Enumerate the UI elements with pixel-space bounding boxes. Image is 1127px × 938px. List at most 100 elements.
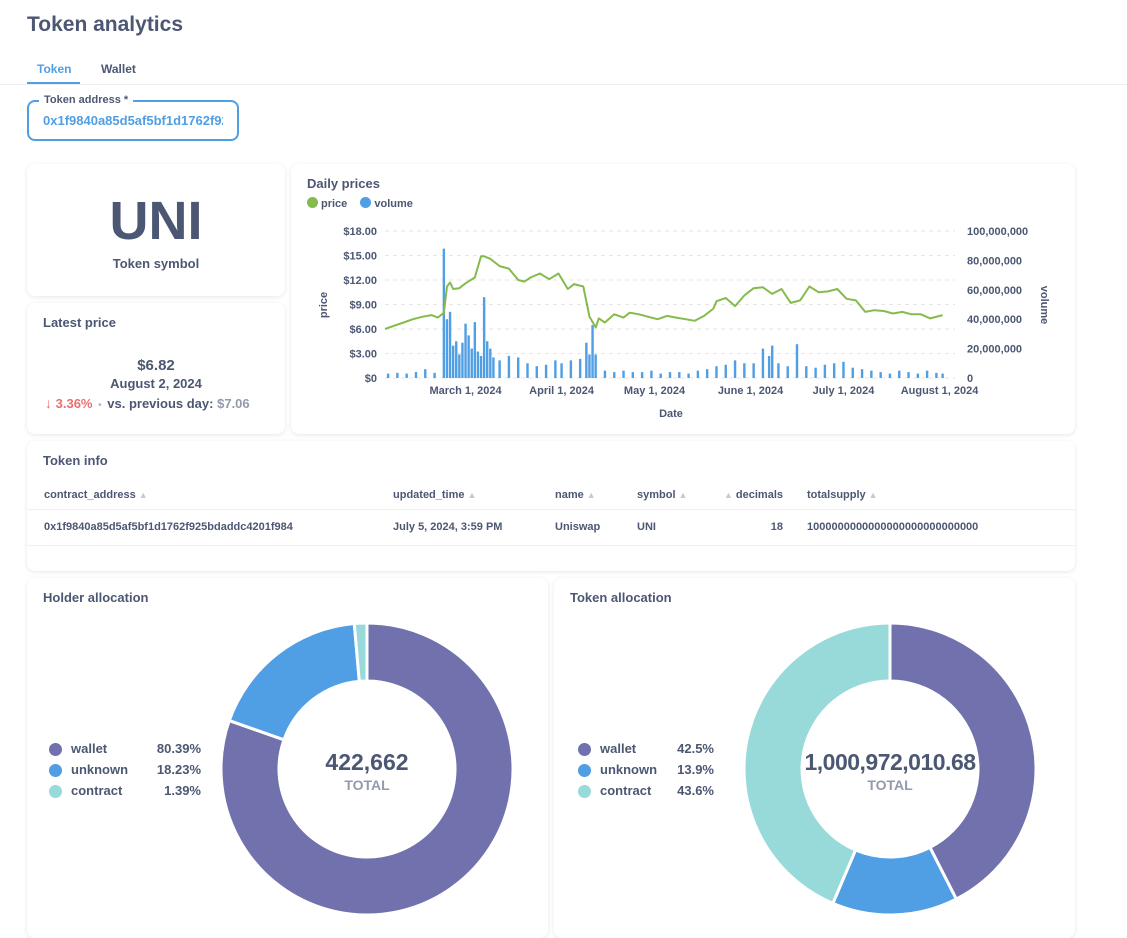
legend-item-contract[interactable]: contract 1.39% xyxy=(49,783,201,804)
volume-bar xyxy=(386,373,390,378)
tab-wallet[interactable]: Wallet xyxy=(101,62,136,76)
x-tick-label: June 1, 2024 xyxy=(718,385,784,397)
column-header-totalsupply[interactable]: totalsupply ▲ xyxy=(807,481,1075,510)
legend-item-unknown[interactable]: unknown 18.23% xyxy=(49,762,201,783)
column-header-contract-address[interactable]: contract_address ▲ xyxy=(27,481,393,510)
volume-bar xyxy=(842,361,845,378)
volume-bar xyxy=(486,341,489,378)
volume-bar xyxy=(941,373,944,378)
volume-bar xyxy=(603,370,607,378)
volume-bar xyxy=(752,363,755,378)
latest-price-date: August 2, 2024 xyxy=(110,376,202,391)
volume-bar xyxy=(879,372,882,378)
volume-bar xyxy=(851,367,854,378)
sort-caret-icon: ▲ xyxy=(868,489,878,500)
cell-totalsupply: 1000000000000000000000000000 xyxy=(807,509,1075,546)
volume-bar xyxy=(470,348,473,378)
y-left-tick-label: $18.00 xyxy=(343,226,377,238)
token-total-value: 1,000,972,010.68 xyxy=(804,749,976,775)
x-tick-label: July 1, 2024 xyxy=(813,385,876,397)
holder-allocation-legend: wallet 80.39% unknown 18.23% contract 1.39% xyxy=(49,741,201,804)
legend-item-wallet[interactable]: wallet 80.39% xyxy=(49,741,201,762)
volume-bar xyxy=(823,364,827,378)
volume-bar xyxy=(445,319,449,378)
volume-bar xyxy=(771,345,774,378)
volume-bar xyxy=(805,366,808,378)
legend-wallet-dot xyxy=(49,743,62,756)
sort-caret-icon: ▲ xyxy=(138,489,148,500)
active-tab-indicator xyxy=(27,82,80,84)
volume-bar xyxy=(492,357,495,378)
legend-item-unknown[interactable]: unknown 13.9% xyxy=(578,762,714,783)
volume-bar xyxy=(907,372,910,378)
volume-bar xyxy=(761,348,765,378)
donut-slice-wallet[interactable] xyxy=(888,621,1038,902)
volume-bar xyxy=(860,369,864,378)
holder-total-value: 422,662 xyxy=(325,749,409,775)
y-right-tick-label: 20,000,000 xyxy=(967,344,1022,356)
token-allocation-card: Token allocation wallet 42.5% unknown 13.9… xyxy=(554,578,1075,938)
sort-caret-icon: ▲ xyxy=(678,489,688,500)
latest-price-title: Latest price xyxy=(43,315,116,330)
volume-bar xyxy=(733,360,737,378)
token-address-field[interactable]: Token address * 0x1f9840a85d5af5bf1d1762… xyxy=(27,94,239,141)
vs-previous-label: vs. previous day: xyxy=(107,396,214,411)
volume-bar xyxy=(631,372,635,378)
volume-bar xyxy=(767,355,771,378)
volume-bar xyxy=(526,363,529,378)
legend-item-price[interactable]: price xyxy=(307,197,347,210)
volume-bar xyxy=(777,363,780,378)
volume-bar xyxy=(786,366,789,378)
legend-price-dot xyxy=(307,197,318,208)
volume-bar xyxy=(715,366,718,378)
volume-bar xyxy=(622,370,625,378)
token-address-input[interactable]: 0x1f9840a85d5af5bf1d1762f925bdaddc4201f9… xyxy=(43,113,223,128)
volume-bar xyxy=(489,348,492,378)
volume-bar xyxy=(814,367,817,378)
volume-bar xyxy=(414,372,418,378)
legend-volume-label: volume xyxy=(374,198,413,210)
volume-bar xyxy=(659,373,662,378)
cell-decimals: 18 xyxy=(712,509,807,546)
volume-bar xyxy=(591,325,594,378)
latest-price-value: $6.82 xyxy=(137,357,175,374)
price-change-percent: 3.36% xyxy=(55,396,93,411)
x-tick-label: March 1, 2024 xyxy=(429,385,502,397)
legend-item-wallet[interactable]: wallet 42.5% xyxy=(578,741,714,762)
volume-bar xyxy=(613,372,616,378)
column-header-symbol[interactable]: symbol ▲ xyxy=(637,481,712,510)
volume-bar xyxy=(870,370,873,378)
volume-bar xyxy=(451,345,455,378)
volume-bar xyxy=(705,369,709,378)
legend-wallet-dot xyxy=(578,743,591,756)
donut-slice-contract[interactable] xyxy=(352,621,369,683)
volume-bar xyxy=(433,372,436,378)
y-left-tick-label: $15.00 xyxy=(343,251,377,263)
daily-prices-title: Daily prices xyxy=(307,176,380,191)
tab-bar: Token Wallet xyxy=(0,56,1127,85)
holder-allocation-title: Holder allocation xyxy=(43,590,149,605)
separator-dot: • xyxy=(98,400,102,411)
volume-bar xyxy=(898,370,901,378)
column-header-updated-time[interactable]: updated_time ▲ xyxy=(393,481,555,510)
previous-price-value: $7.06 xyxy=(217,396,250,411)
chart-legend: price volume xyxy=(307,197,413,210)
volume-bar xyxy=(724,364,727,378)
legend-item-volume[interactable]: volume xyxy=(360,197,413,210)
column-header-name[interactable]: name ▲ xyxy=(555,481,637,510)
donut-slice-unknown[interactable] xyxy=(227,621,361,742)
legend-item-contract[interactable]: contract 43.6% xyxy=(578,783,714,804)
volume-bar xyxy=(396,372,399,378)
volume-bar xyxy=(467,335,470,378)
donut-slice-contract[interactable] xyxy=(742,621,892,906)
cell-contract-address[interactable]: 0x1f9840a85d5af5bf1d1762f925bdaddc4201f9… xyxy=(27,509,393,546)
tab-token[interactable]: Token xyxy=(37,62,72,76)
daily-prices-chart: $0 $3.00 $6.00 $9.00 $12.00 $15.00 $18.00 0 20,0… xyxy=(318,226,1050,420)
y-left-tick-label: $3.00 xyxy=(349,349,377,361)
donut-slice-wallet[interactable] xyxy=(219,621,515,917)
x-axis-label: Date xyxy=(659,408,683,420)
cell-symbol: UNI xyxy=(637,509,712,546)
volume-bar xyxy=(554,360,557,378)
volume-bar xyxy=(678,372,681,378)
column-header-decimals[interactable]: ▲ decimals xyxy=(712,481,807,510)
